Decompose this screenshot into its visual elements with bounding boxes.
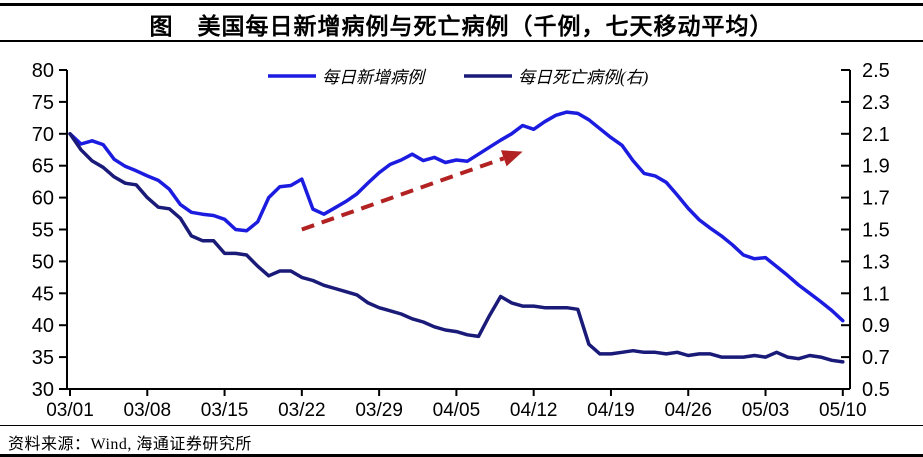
left-axis-tick-label: 60 — [32, 188, 54, 210]
right-axis-tick-label: 1.9 — [862, 156, 890, 178]
x-axis-tick-label: 03/15 — [201, 400, 249, 421]
title-underline — [0, 40, 923, 42]
left-axis-tick-label: 70 — [32, 124, 54, 146]
trend-arrow-shaft — [301, 156, 505, 232]
x-axis-tick-label: 03/01 — [46, 400, 94, 421]
right-axis-tick-label: 1.3 — [862, 251, 890, 273]
right-axis-tick-label: 2.3 — [862, 92, 890, 114]
left-axis-tick-label: 80 — [32, 60, 54, 82]
source-note: 资料来源：Wind, 海通证券研究所 — [8, 436, 252, 453]
x-axis-tick-label: 03/29 — [355, 400, 403, 421]
x-axis-tick-label: 04/19 — [587, 400, 635, 421]
right-axis-tick-label: 0.7 — [862, 347, 890, 369]
x-axis-tick-label: 03/08 — [124, 400, 172, 421]
left-axis-tick-label: 35 — [32, 347, 54, 369]
right-axis-tick-label: 1.5 — [862, 220, 890, 242]
x-axis-tick-label: 04/05 — [433, 400, 481, 421]
left-axis-tick-label: 55 — [32, 220, 54, 242]
deaths-line — [68, 132, 845, 364]
left-axis-tick-label: 30 — [32, 379, 54, 401]
footer-divider — [0, 425, 923, 426]
bottom-border — [0, 454, 923, 457]
left-axis-tick-label: 50 — [32, 251, 54, 273]
right-axis-tick-label: 2.5 — [862, 60, 890, 82]
x-axis-tick-label: 05/10 — [819, 400, 867, 421]
x-axis-tick-label: 04/26 — [664, 400, 712, 421]
left-axis-tick-label: 65 — [32, 156, 54, 178]
x-axis-tick-label: 03/22 — [278, 400, 326, 421]
chart-title: 图 美国每日新增病例与死亡病例（千例，七天移动平均） — [149, 14, 774, 39]
right-axis-tick-label: 1.7 — [862, 188, 890, 210]
left-axis-tick-label: 75 — [32, 92, 54, 114]
left-axis-tick-label: 40 — [32, 315, 54, 337]
right-axis-tick-label: 0.9 — [862, 315, 890, 337]
right-axis-tick-label: 2.1 — [862, 124, 890, 146]
left-axis-tick-label: 45 — [32, 283, 54, 305]
legend-label-deaths: 每日死亡病例(右) — [518, 68, 649, 87]
legend-label-new-cases: 每日新增病例 — [322, 68, 427, 87]
x-axis-tick-label: 04/12 — [510, 400, 558, 421]
top-border — [0, 3, 923, 6]
x-axis-tick-label: 05/03 — [742, 400, 790, 421]
new-cases-line — [68, 110, 845, 323]
trend-arrow-head — [500, 150, 523, 167]
right-axis-tick-label: 0.5 — [862, 379, 890, 401]
right-axis-tick-label: 1.1 — [862, 283, 890, 305]
